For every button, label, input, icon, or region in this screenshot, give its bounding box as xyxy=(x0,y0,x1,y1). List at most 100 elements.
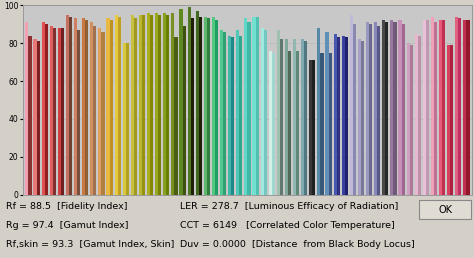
Bar xyxy=(264,30,267,195)
Bar xyxy=(115,15,118,195)
Bar xyxy=(171,13,174,195)
Bar xyxy=(318,28,320,195)
Bar xyxy=(382,20,385,195)
Bar xyxy=(285,39,288,195)
Bar xyxy=(36,41,40,195)
Bar xyxy=(204,17,207,195)
Bar xyxy=(188,7,191,195)
Bar xyxy=(458,18,461,195)
Bar xyxy=(401,24,405,195)
Bar xyxy=(304,41,307,195)
Bar xyxy=(358,39,361,195)
Bar xyxy=(455,17,458,195)
Bar xyxy=(415,34,418,195)
Bar xyxy=(326,32,328,195)
Bar xyxy=(418,36,421,195)
Bar xyxy=(82,18,85,195)
Bar xyxy=(407,43,410,195)
Bar xyxy=(447,45,450,195)
Bar xyxy=(353,24,356,195)
Bar xyxy=(61,28,64,195)
Bar xyxy=(69,17,72,195)
Bar xyxy=(42,22,45,195)
Bar xyxy=(320,53,324,195)
Bar xyxy=(109,20,113,195)
Bar xyxy=(53,28,56,195)
Bar xyxy=(228,36,231,195)
Bar xyxy=(236,30,239,195)
Bar xyxy=(450,45,453,195)
Bar xyxy=(34,39,36,195)
Bar xyxy=(212,17,215,195)
Text: Rf = 88.5  [Fidelity Index]: Rf = 88.5 [Fidelity Index] xyxy=(6,202,127,211)
Bar xyxy=(253,17,255,195)
Bar xyxy=(464,20,466,195)
Bar xyxy=(393,22,397,195)
Bar xyxy=(301,39,304,195)
Bar xyxy=(180,9,182,195)
Bar xyxy=(90,22,93,195)
Bar xyxy=(191,18,194,195)
Bar xyxy=(328,53,332,195)
Bar xyxy=(85,20,88,195)
Bar xyxy=(361,41,364,195)
Bar xyxy=(255,17,259,195)
Bar xyxy=(66,15,69,195)
Bar xyxy=(196,11,199,195)
Bar xyxy=(98,28,101,195)
FancyBboxPatch shape xyxy=(419,200,471,220)
Bar xyxy=(366,22,369,195)
Bar xyxy=(223,32,226,195)
Text: OK: OK xyxy=(438,205,452,215)
Bar xyxy=(334,34,337,195)
Bar xyxy=(147,13,150,195)
Text: Duv = 0.0000  [Distance  from Black Body Locus]: Duv = 0.0000 [Distance from Black Body L… xyxy=(180,240,415,249)
Bar xyxy=(342,36,345,195)
Bar xyxy=(131,15,134,195)
Bar xyxy=(385,22,388,195)
Bar xyxy=(101,32,104,195)
Bar xyxy=(118,17,121,195)
Bar xyxy=(215,20,218,195)
Bar xyxy=(158,15,161,195)
Bar xyxy=(337,37,340,195)
Bar xyxy=(374,22,377,195)
Bar xyxy=(345,37,348,195)
Bar xyxy=(309,60,312,195)
Bar xyxy=(239,36,242,195)
Bar xyxy=(25,22,28,195)
Bar xyxy=(220,30,223,195)
Bar xyxy=(231,37,234,195)
Bar xyxy=(58,28,61,195)
Bar xyxy=(150,15,153,195)
Bar xyxy=(293,39,296,195)
Bar xyxy=(182,26,186,195)
Bar xyxy=(123,43,126,195)
Bar xyxy=(50,26,53,195)
Bar xyxy=(126,43,129,195)
Bar xyxy=(174,37,177,195)
Bar xyxy=(466,20,470,195)
Bar xyxy=(107,18,109,195)
Bar xyxy=(163,13,166,195)
Bar xyxy=(431,17,434,195)
Bar xyxy=(312,60,315,195)
Bar xyxy=(74,18,77,195)
Bar xyxy=(377,26,380,195)
Bar xyxy=(244,18,247,195)
Bar xyxy=(261,28,264,195)
Bar xyxy=(410,45,413,195)
Bar xyxy=(247,22,251,195)
Text: Rg = 97.4  [Gamut Index]: Rg = 97.4 [Gamut Index] xyxy=(6,221,128,230)
Bar xyxy=(199,17,202,195)
Bar xyxy=(139,15,142,195)
Bar xyxy=(166,15,169,195)
Bar xyxy=(280,39,283,195)
Bar xyxy=(423,20,426,195)
Bar xyxy=(207,18,210,195)
Bar xyxy=(155,13,158,195)
Bar xyxy=(45,24,48,195)
Bar xyxy=(426,20,429,195)
Bar xyxy=(434,22,437,195)
Text: CCT = 6149   [Correlated Color Temperature]: CCT = 6149 [Correlated Color Temperature… xyxy=(180,221,395,230)
